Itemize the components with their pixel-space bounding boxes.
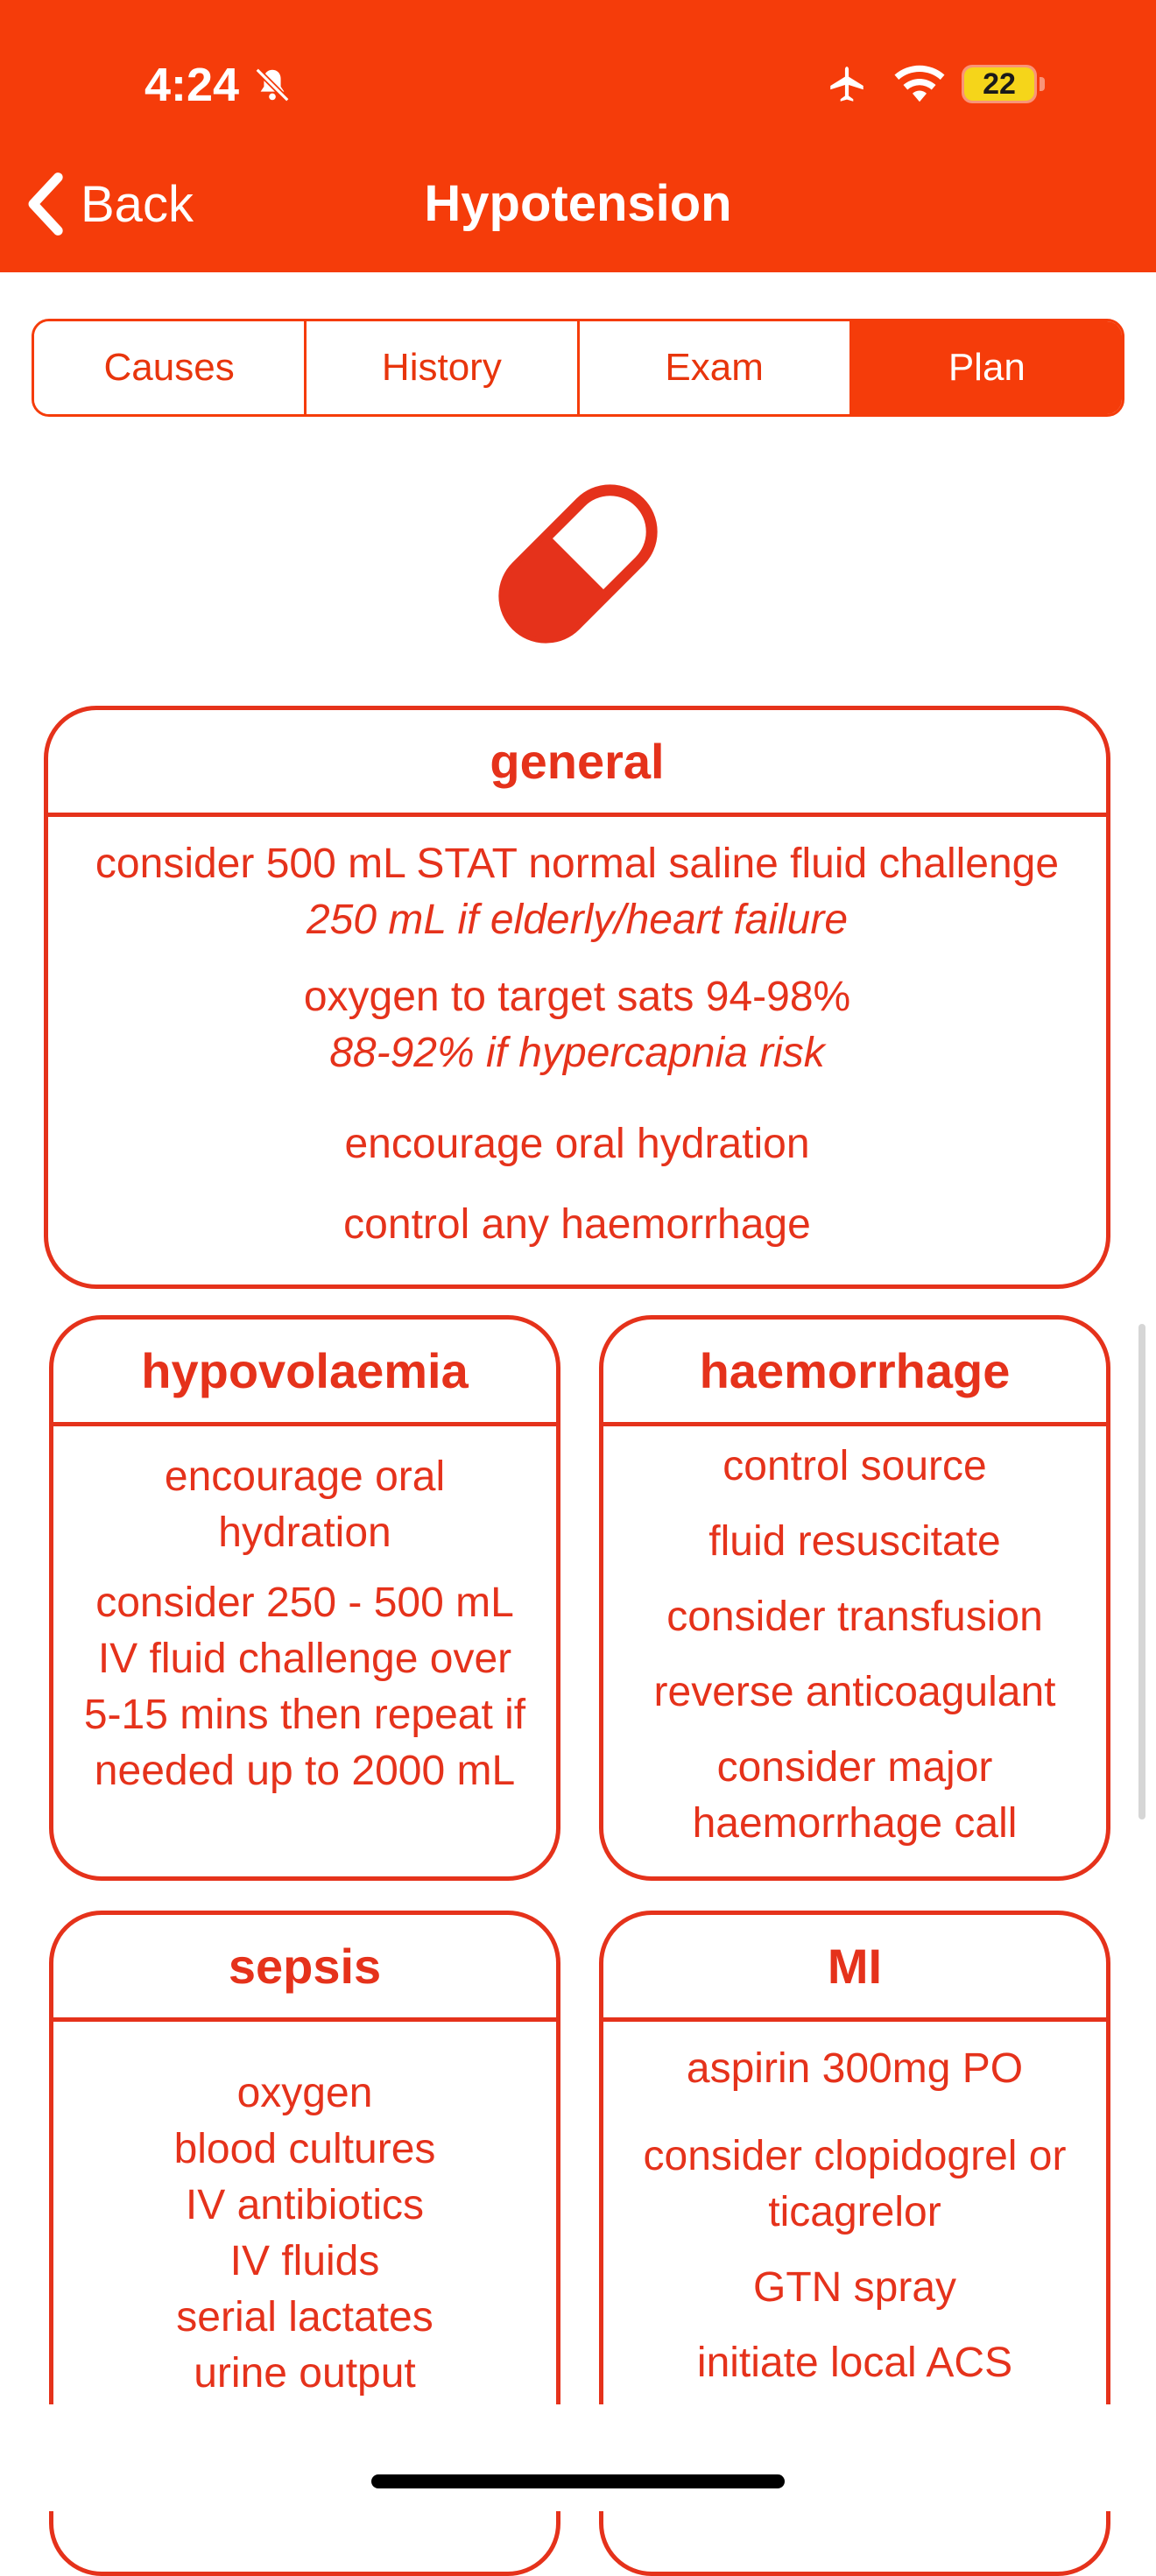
card-general: general consider 500 mL STAT normal sali… [44,706,1110,1289]
general-item-oxygen: oxygen to target sats 94-98% [303,974,851,1020]
status-time: 4:24 [144,59,240,111]
battery-indicator: 22 [962,65,1037,103]
hypovolaemia-item: consider 250 - 500 mL IV fluid challenge… [83,1580,526,1794]
general-item-fluid: consider 500 mL STAT normal saline fluid… [95,841,1060,887]
tab-history[interactable]: History [307,321,580,414]
haemorrhage-item: control source [722,1443,987,1489]
wifi-icon [894,65,945,102]
sepsis-item: IV fluids [229,2238,380,2284]
card-haemorrhage: haemorrhage control source fluid resusci… [599,1315,1110,1881]
general-item-haemorrhage: control any haemorrhage [343,1201,811,1248]
card-title-hypovolaemia: hypovolaemia [53,1320,556,1426]
sepsis-item: serial lactates [176,2294,434,2340]
sepsis-item: blood cultures [173,2126,436,2172]
haemorrhage-item: reverse anticoagulant [653,1669,1056,1715]
battery-level: 22 [983,67,1016,101]
tab-plan[interactable]: Plan [851,321,1122,414]
tab-causes[interactable]: Causes [34,321,307,414]
card-title-sepsis: sepsis [53,1915,556,2022]
mi-item: consider clopidogrel or ticagrelor [643,2133,1067,2235]
chevron-left-icon [28,172,63,236]
home-indicator[interactable] [371,2474,785,2488]
card-title-general: general [48,710,1106,817]
general-item-fluid-note: 250 mL if elderly/heart failure [306,897,849,943]
pill-icon [498,484,658,644]
bottom-safe-area [0,2404,1156,2511]
general-item-oxygen-note: 88-92% if hypercapnia risk [329,1030,825,1076]
haemorrhage-item: fluid resuscitate [708,1518,1001,1565]
sepsis-item: oxygen [236,2070,373,2116]
haemorrhage-item: consider transfusion [666,1594,1043,1640]
airplane-icon [830,67,863,102]
back-label: Back [81,175,194,233]
sepsis-item: IV antibiotics [185,2182,425,2228]
hypovolaemia-item: encourage oral hydration [164,1453,446,1556]
page-title: Hypotension [424,175,732,232]
card-title-mi: MI [603,1915,1106,2022]
haemorrhage-item: consider major haemorrhage call [692,1744,1018,1847]
card-hypovolaemia: hypovolaemia encourage oral hydration co… [49,1315,560,1881]
mi-item: GTN spray [752,2264,957,2311]
general-item-hydration: encourage oral hydration [344,1121,810,1167]
bell-off-icon [255,67,290,102]
scrollbar[interactable] [1138,1324,1145,1819]
mi-item: aspirin 300mg PO [686,2045,1024,2092]
battery-tip [1040,77,1045,91]
card-title-haemorrhage: haemorrhage [603,1320,1106,1426]
navigation-header: 4:24 22 Back Hypotension [0,0,1156,272]
mi-item: initiate local ACS [696,2340,1013,2386]
sepsis-item: urine output [194,2350,416,2397]
back-button[interactable]: Back [25,172,194,236]
segmented-control: Causes History Exam Plan [32,319,1124,417]
tab-exam[interactable]: Exam [579,321,852,414]
